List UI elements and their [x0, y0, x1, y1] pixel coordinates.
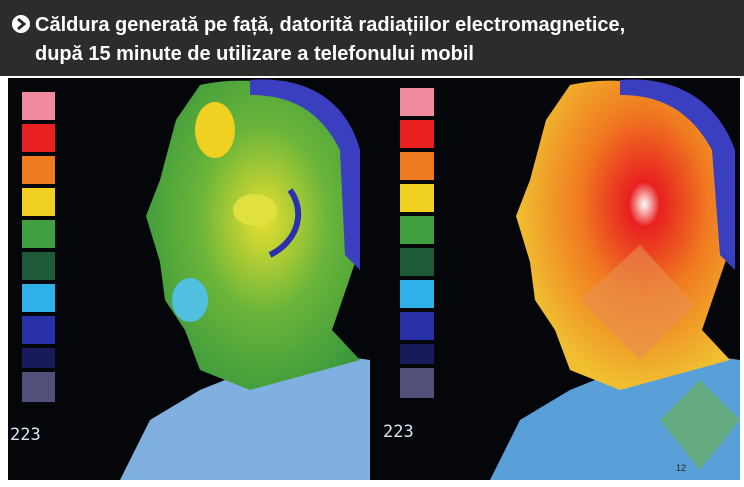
scale-swatch	[400, 184, 434, 212]
scale-swatch	[400, 368, 434, 398]
thermal-image: 223 223 12	[8, 78, 740, 480]
ear	[268, 188, 302, 258]
title-line: după 15 minute de utilizare a telefonulu…	[35, 43, 474, 65]
scale-swatch	[400, 312, 434, 340]
scale-swatch	[400, 88, 434, 116]
scale-swatch	[22, 348, 55, 368]
scale-swatch	[22, 284, 55, 312]
bullet-icon	[12, 15, 30, 33]
scale-swatch	[22, 156, 55, 184]
scale-swatch	[22, 316, 55, 344]
title-line: Căldura generată pe față, datorită radia…	[35, 14, 625, 36]
hot-spot	[233, 194, 277, 226]
scale-swatch	[400, 152, 434, 180]
collar	[120, 350, 370, 480]
scale-left	[22, 92, 55, 402]
overlay	[660, 380, 740, 470]
hair-right	[620, 79, 735, 270]
scale-swatch	[22, 124, 55, 152]
collar	[490, 350, 740, 480]
hair-left	[250, 79, 360, 270]
cool-spot	[172, 278, 208, 322]
scale-swatch	[400, 280, 434, 308]
scale-swatch	[22, 252, 55, 280]
scale-swatch	[22, 220, 55, 248]
page-number: 12	[676, 463, 686, 473]
scale-label: 223	[383, 422, 414, 442]
header-bar	[0, 0, 744, 76]
hot-spot	[195, 102, 235, 158]
scale-swatch	[400, 216, 434, 244]
scale-swatch	[400, 248, 434, 276]
scale-label: 223	[10, 425, 41, 445]
scale-swatch	[22, 92, 55, 120]
scale-right	[400, 88, 434, 398]
overlay	[580, 245, 695, 360]
scale-swatch	[22, 188, 55, 216]
scale-swatch	[400, 120, 434, 148]
scale-swatch	[22, 372, 55, 402]
scale-swatch	[400, 344, 434, 364]
chevron	[17, 17, 27, 31]
